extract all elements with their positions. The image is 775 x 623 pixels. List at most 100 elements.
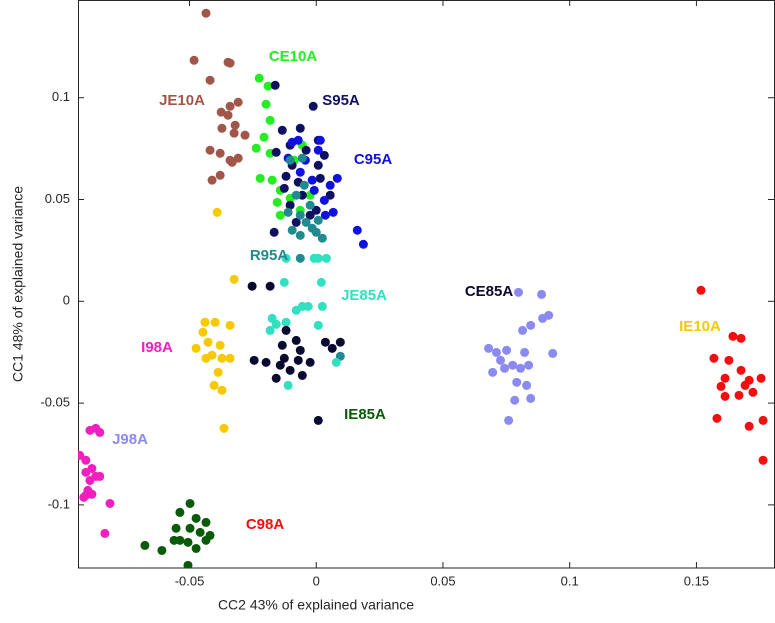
point — [271, 319, 281, 329]
point — [313, 160, 323, 170]
point — [295, 230, 305, 240]
point — [200, 317, 210, 327]
point — [295, 345, 305, 355]
point — [255, 173, 265, 183]
point — [249, 355, 259, 365]
point — [744, 421, 754, 431]
point — [205, 75, 215, 85]
point — [325, 190, 335, 200]
point — [518, 325, 528, 335]
point — [225, 320, 235, 330]
point — [491, 347, 501, 357]
point — [271, 147, 281, 157]
point — [169, 535, 179, 545]
point — [203, 337, 213, 347]
point — [217, 353, 227, 363]
point — [709, 353, 719, 363]
series-label: C95A — [354, 151, 393, 168]
point — [299, 180, 309, 190]
point — [277, 125, 287, 135]
point — [183, 560, 193, 568]
point — [295, 253, 305, 263]
point — [281, 253, 291, 263]
point — [520, 347, 530, 357]
point — [217, 385, 227, 395]
point — [247, 281, 257, 291]
plot-frame — [78, 0, 775, 569]
point — [185, 523, 195, 533]
point — [225, 101, 235, 111]
point — [217, 123, 227, 133]
point — [301, 217, 311, 227]
point — [81, 467, 91, 477]
point — [205, 145, 215, 155]
point — [279, 183, 289, 193]
point — [225, 353, 235, 363]
point — [512, 377, 522, 387]
point — [756, 373, 766, 383]
point — [229, 128, 239, 138]
point — [215, 170, 225, 180]
series-label: I98A — [141, 339, 173, 356]
annotations: JE10A CE10A S95A C95A R95A JE85A CE85A IE10A I98… — [112, 48, 721, 533]
point — [259, 132, 269, 142]
series-label: J98A — [112, 431, 148, 448]
point — [320, 210, 330, 220]
axes: -0.05 0 0.05 0.1 0.15 -0.1 -0.05 0 0.05 0.1 — [40, 0, 774, 588]
point — [716, 381, 726, 391]
point — [510, 395, 520, 405]
point — [209, 380, 219, 390]
y-tick-label: -0.1 — [48, 496, 70, 511]
point — [319, 195, 329, 205]
x-tick-label: 0.05 — [430, 573, 455, 588]
point — [157, 545, 167, 555]
point — [736, 333, 746, 343]
point — [95, 471, 105, 481]
point — [352, 225, 362, 235]
point — [254, 73, 264, 83]
y-axis-label: CC1 48% of explained variance — [10, 186, 26, 382]
point — [537, 289, 547, 299]
point — [291, 217, 301, 227]
point — [227, 157, 237, 167]
point — [275, 210, 285, 220]
point — [740, 380, 750, 390]
point — [315, 135, 325, 145]
point — [81, 455, 91, 465]
point — [311, 205, 321, 215]
point — [267, 175, 277, 185]
point — [105, 498, 115, 508]
point — [269, 227, 279, 237]
point — [358, 239, 368, 249]
x-tick-label: -0.05 — [175, 573, 205, 588]
point — [100, 528, 110, 538]
point — [313, 145, 323, 155]
point — [712, 413, 722, 423]
y-tick-label: 0.05 — [45, 191, 70, 206]
point — [281, 171, 291, 181]
series-label: JE85A — [341, 287, 387, 304]
series-label: S95A — [322, 92, 360, 109]
point — [526, 393, 536, 403]
x-tick-label: 0 — [313, 573, 320, 588]
point — [522, 380, 532, 390]
point — [484, 343, 494, 353]
point — [734, 390, 744, 400]
point — [261, 357, 271, 367]
point — [508, 360, 518, 370]
point — [728, 331, 738, 341]
point — [548, 348, 558, 358]
point — [293, 135, 303, 145]
point — [240, 130, 250, 140]
point — [313, 415, 323, 425]
point — [225, 58, 235, 68]
point — [696, 285, 706, 295]
point — [524, 360, 534, 370]
point — [85, 475, 95, 485]
point — [724, 355, 734, 365]
point — [305, 210, 315, 220]
point — [191, 543, 201, 553]
point — [265, 115, 275, 125]
point — [327, 343, 337, 353]
